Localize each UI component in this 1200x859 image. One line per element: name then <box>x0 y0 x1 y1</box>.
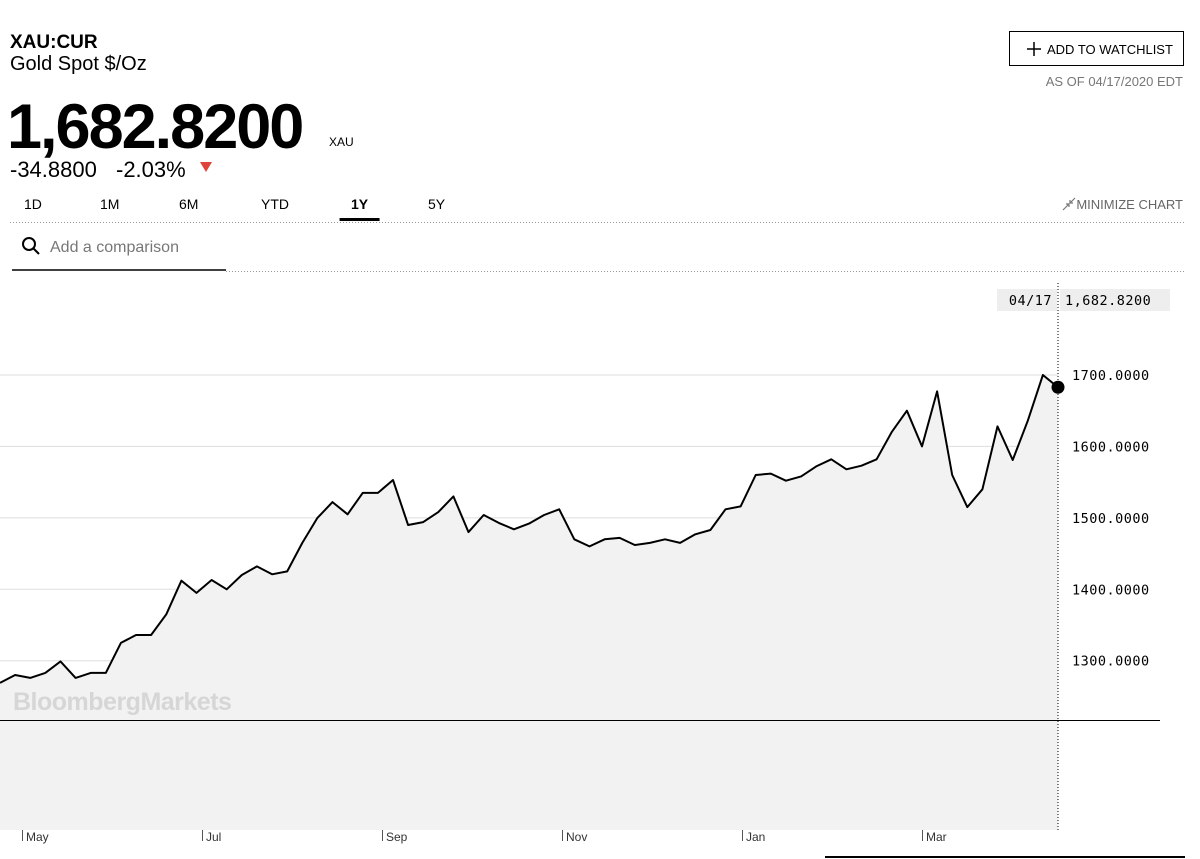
tab[interactable]: 1Y <box>351 196 369 212</box>
change: -34.8800 <box>10 157 97 182</box>
last-point <box>1051 380 1065 394</box>
change-percent: -2.03% <box>116 157 186 182</box>
watchlist-button[interactable]: ADD TO WATCHLIST <box>1009 31 1184 66</box>
y-tick-label: 1300.0000 <box>1072 654 1150 670</box>
watermark: BloombergMarkets <box>13 688 231 716</box>
crosshair-value: 1,682.8200 <box>1065 293 1151 309</box>
minimize-icon[interactable] <box>1062 197 1076 211</box>
crosshair-date-box <box>997 289 1057 311</box>
search-icon[interactable] <box>22 237 36 251</box>
tab[interactable]: 6M <box>179 196 198 212</box>
tabs: 1D 1M 6M YTD 1Y 5Y <box>24 196 446 221</box>
area-fill <box>0 375 1058 720</box>
y-tick-label: 1700.0000 <box>1072 368 1150 384</box>
tab[interactable]: 1M <box>100 196 119 212</box>
ticker: XAU:CUR <box>10 32 98 53</box>
x-tick-label: May <box>26 830 49 844</box>
x-tick-label: Jan <box>746 830 765 844</box>
currency: XAU <box>329 135 354 149</box>
y-tick-label: 1500.0000 <box>1072 511 1150 527</box>
tab[interactable]: 1D <box>24 196 42 212</box>
x-tick-label: Nov <box>566 830 587 844</box>
search-icon-handle[interactable] <box>32 247 40 255</box>
crosshair-value-box <box>1060 289 1170 311</box>
minimize-chart[interactable]: MINIMIZE CHART <box>1062 197 1183 212</box>
minimize-label[interactable]: MINIMIZE CHART <box>1076 197 1183 212</box>
down-arrow <box>200 162 212 172</box>
crosshair-date: 04/17 <box>1009 293 1052 309</box>
x-tick-label: Sep <box>386 830 408 844</box>
chart: 1300.0000 1400.0000 1500.0000 1600.0000 1700… <box>0 283 1170 844</box>
price: 1,682.8200 <box>7 92 302 162</box>
lower-panel <box>0 720 1058 830</box>
as-of: AS OF 04/17/2020 EDT <box>1046 74 1183 89</box>
price-line <box>0 374 1059 684</box>
instrument-name: Gold Spot $/Oz <box>10 53 147 75</box>
active-tab-underline <box>339 218 380 221</box>
tab[interactable]: 5Y <box>428 196 446 212</box>
tab[interactable]: YTD <box>261 196 289 212</box>
search-placeholder[interactable]: Add a comparison <box>50 239 179 256</box>
x-tick-label: Jul <box>206 830 221 844</box>
plus-icon[interactable] <box>1027 42 1041 56</box>
search[interactable]: Add a comparison <box>12 237 226 271</box>
y-tick-label: 1400.0000 <box>1072 582 1150 598</box>
button-label[interactable]: ADD TO WATCHLIST <box>1047 42 1173 57</box>
y-tick-label: 1600.0000 <box>1072 439 1150 455</box>
x-tick-label: Mar <box>926 830 947 844</box>
